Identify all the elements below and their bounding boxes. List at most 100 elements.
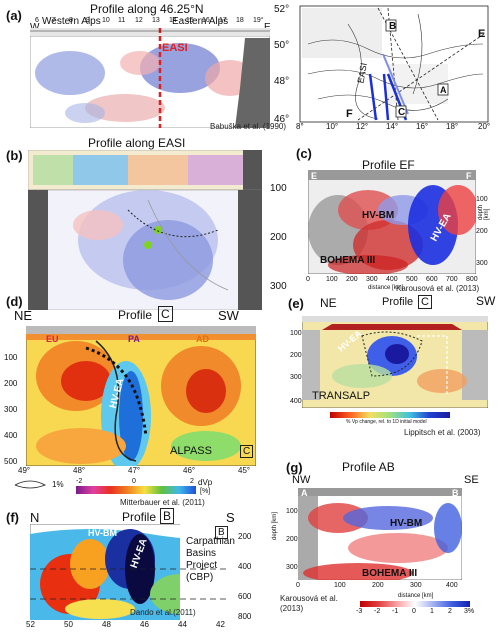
map-svg — [299, 5, 489, 123]
panel-b-section — [28, 150, 262, 310]
lat-tick: 49° — [18, 466, 31, 475]
map-lon: 20° — [478, 122, 491, 131]
panel-c-hvbm: HV-BM — [362, 210, 395, 221]
panel-b-label: (b) — [6, 148, 23, 163]
lat-tick: 46 — [140, 620, 149, 629]
panel-a-ticks: 6 7 8 9 10 11 12 13 14 15 16 17 18 19° — [30, 17, 270, 27]
lat-tick: 48° — [73, 466, 86, 475]
panel-g-hvbm: HV-BM — [390, 518, 423, 529]
depth-tick: 500 — [4, 457, 18, 466]
tick: 12 — [135, 17, 143, 24]
cbar-tick: 0 — [412, 608, 416, 615]
lat-tick: 48 — [102, 620, 111, 629]
depth-tick: 400 — [4, 431, 18, 440]
panel-b-depth: 200 — [270, 232, 287, 243]
lat-tick: 44 — [178, 620, 187, 629]
dist-tick: 200 — [372, 582, 384, 589]
depth-tick: 100 — [476, 196, 488, 203]
depth-tick: 300 — [290, 374, 302, 381]
map-lon: 14° — [386, 122, 399, 131]
depth-tick: 200 — [4, 379, 18, 388]
dist-tick: 100 — [334, 582, 346, 589]
depth-tick: 400 — [290, 398, 302, 405]
cbar-tick: 0 — [132, 478, 136, 485]
cbar-tick: 2 — [448, 608, 452, 615]
panel-g-label: (g) — [286, 460, 303, 475]
depth-tick: 200 — [238, 532, 252, 541]
dist-tick: 200 — [346, 276, 358, 283]
panel-e-title: Profile — [382, 296, 414, 308]
dist-tick: 300 — [410, 582, 422, 589]
cbar-unit2: [%] — [200, 488, 211, 495]
tick: 9 — [86, 17, 90, 24]
depth-tick: 300 — [286, 564, 298, 571]
panel-c-end-e: E — [311, 171, 318, 181]
panel-g-section — [298, 488, 462, 580]
panel-g-dist-ticks: 0 100 200 300 400 — [296, 582, 466, 591]
depth-tick: 400 — [238, 562, 252, 571]
panel-g-bohema: BOHEMA III — [362, 568, 418, 579]
dist-tick: 400 — [446, 582, 458, 589]
tick: 8 — [69, 17, 73, 24]
panel-d-title: Profile — [118, 308, 153, 322]
panel-d-label: (d) — [6, 294, 23, 309]
cbar-tick: -1 — [392, 608, 399, 615]
panel-d-ne: NE — [14, 308, 33, 323]
map-lat: 48° — [274, 76, 290, 87]
scale-arrow-icon — [14, 480, 46, 489]
tick: 19° — [253, 17, 264, 24]
dist-tick: 800 — [466, 276, 478, 283]
map-label-f: F — [346, 108, 353, 120]
panel-f-label: (f) — [6, 510, 19, 525]
tick: 10 — [102, 17, 110, 24]
map-lon: 18° — [446, 122, 459, 131]
panel-e-transalp: TRANSALP — [312, 390, 371, 402]
lat-tick: 47° — [128, 466, 141, 475]
depth-tick: 100 — [286, 508, 298, 515]
panel-d-pa: PA — [128, 334, 140, 344]
map-label-e: E — [478, 28, 486, 40]
map-label-c: C — [398, 107, 406, 118]
panel-d-title-box: C — [158, 306, 173, 322]
map-lon: 16° — [416, 122, 429, 131]
panel-g-dist-label: distance [km] — [398, 593, 434, 599]
panel-g-end-b: B — [452, 488, 459, 498]
panel-f-s: S — [226, 510, 235, 525]
dist-tick: 0 — [306, 276, 310, 283]
panel-c-credit: Karousová et al. (2013) — [396, 284, 480, 293]
depth-tick: 100 — [290, 330, 302, 337]
tick: 14 — [169, 17, 177, 24]
panel-g-se: SE — [464, 474, 479, 486]
panel-f-project: (CBP) — [186, 572, 214, 583]
map-lat: 52° — [274, 4, 290, 15]
cbar-tick: -2 — [374, 608, 381, 615]
depth-tick: 800 — [238, 612, 252, 621]
panel-e-sw: SW — [476, 294, 496, 308]
lat-tick: 52 — [26, 620, 35, 629]
dist-tick: 500 — [406, 276, 418, 283]
dist-tick: 700 — [446, 276, 458, 283]
panel-e-label: (e) — [288, 296, 304, 311]
panel-b-depth: 300 — [270, 281, 287, 292]
dist-tick: 400 — [386, 276, 398, 283]
map-label-b: B — [389, 21, 397, 32]
cbar-unit: dVp — [198, 478, 213, 487]
dist-tick: 300 — [366, 276, 378, 283]
east-label: E — [264, 22, 271, 33]
map-lat: 50° — [274, 40, 290, 51]
map-lon: 12° — [356, 122, 369, 131]
tick: 6 — [35, 17, 39, 24]
panel-f-credit: Dando et al.(2011) — [130, 608, 196, 617]
panel-d-sw: SW — [218, 308, 239, 323]
panel-d-alpass: ALPASS — [170, 445, 212, 457]
panel-d-ad: AD — [196, 334, 209, 344]
panel-c-dist-ticks: 0 100 200 300 400 500 600 700 800 — [306, 276, 484, 285]
panel-e-cbar-caption: % Vp change, rel. to 1D initial model — [346, 419, 427, 425]
tick: 11 — [118, 17, 126, 24]
panel-d-colorbar — [76, 486, 196, 494]
cbar-tick: -3 — [356, 608, 363, 615]
panel-c-label: (c) — [296, 146, 312, 161]
panel-f-title-box: B — [160, 508, 175, 524]
panel-f-project: Carpathian — [186, 536, 235, 547]
panel-g-end-a: A — [301, 488, 308, 498]
